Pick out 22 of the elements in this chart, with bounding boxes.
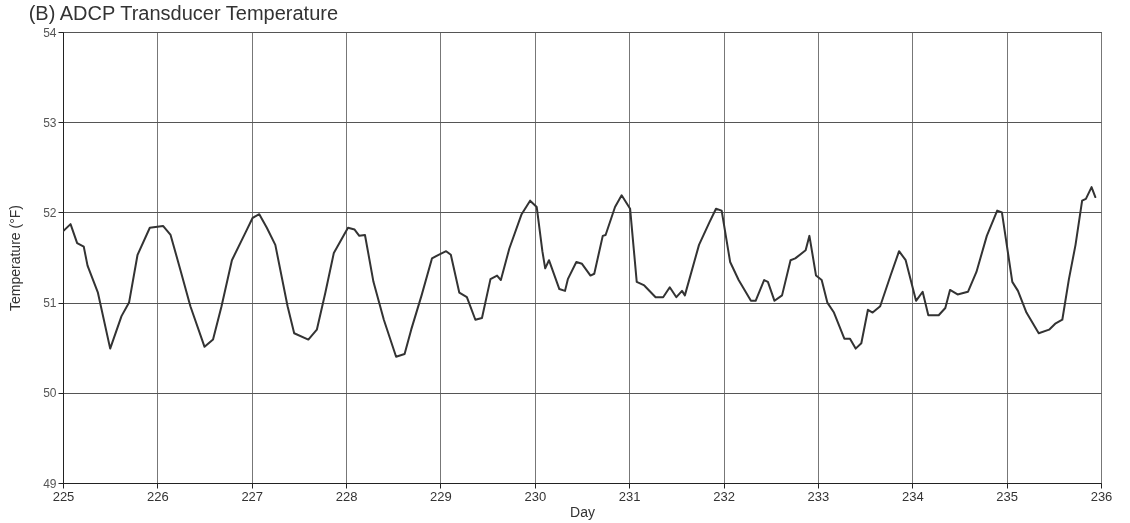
y-tick-label: 49: [43, 476, 57, 491]
y-tick-label: 54: [43, 25, 57, 40]
x-tick-label: 227: [241, 488, 264, 504]
x-tick-label: 233: [807, 488, 830, 504]
y-axis-title: Temperature (°F): [7, 205, 24, 311]
x-tick-label: 234: [901, 488, 924, 504]
x-axis-title: Day: [570, 503, 595, 520]
y-tick-label: 53: [43, 115, 57, 130]
x-tick-label: 229: [430, 488, 452, 504]
x-tick-label: 231: [618, 488, 641, 504]
y-tick-label: 51: [43, 296, 57, 311]
x-tick-label: 235: [996, 488, 1018, 504]
x-tick-label: 232: [713, 488, 735, 504]
chart-title: (B) ADCP Transducer Temperature: [28, 2, 339, 24]
line-series: [63, 186, 1097, 358]
x-tick-label: 225: [52, 488, 75, 504]
y-tick-label: 52: [43, 205, 57, 220]
x-tick-label: 236: [1090, 488, 1113, 504]
x-tick-label: 228: [335, 488, 358, 504]
x-tick-label: 230: [524, 488, 547, 504]
x-tick-label: 226: [147, 488, 169, 504]
y-tick-label: 50: [43, 386, 57, 401]
